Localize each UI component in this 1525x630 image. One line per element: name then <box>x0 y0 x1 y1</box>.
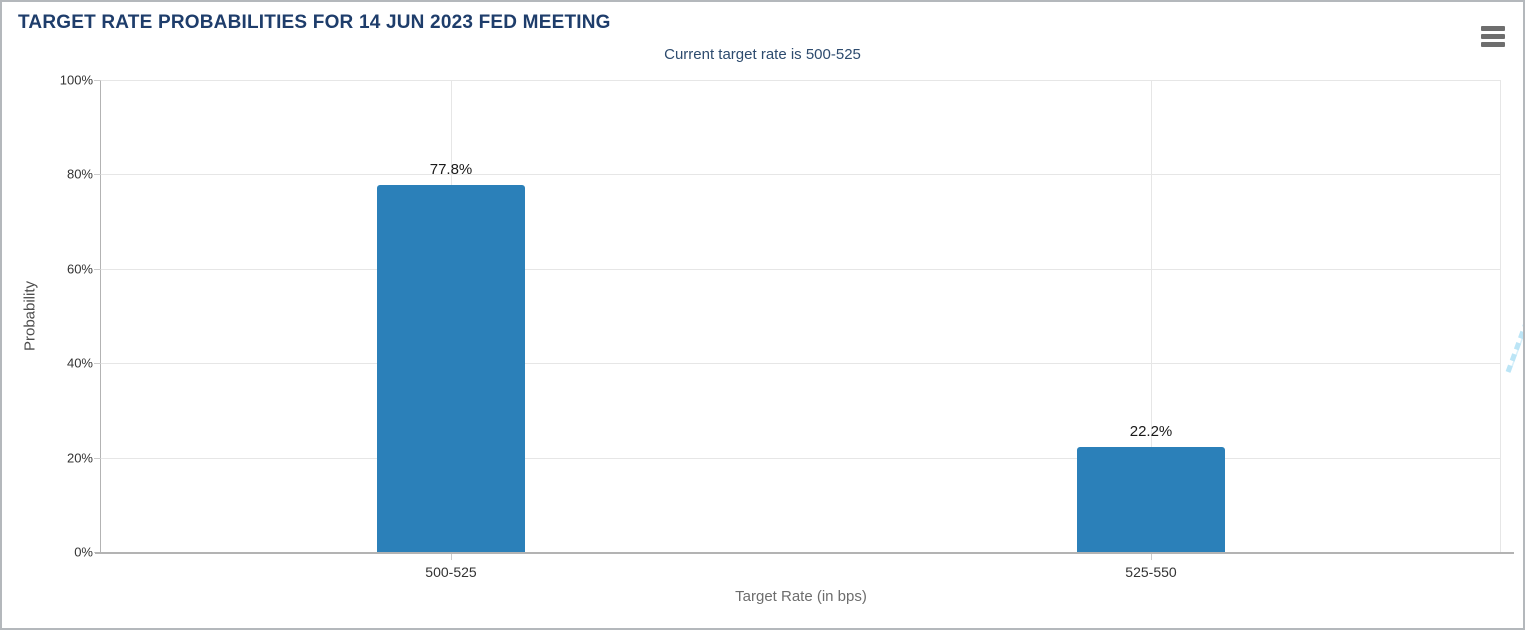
plot-right-border-line <box>1500 80 1501 552</box>
grid-line-horizontal <box>101 80 1501 81</box>
grid-line-horizontal <box>101 268 1501 270</box>
x-axis-category-label: 500-525 <box>425 564 477 580</box>
y-axis-title: Probability <box>21 280 39 352</box>
hamburger-icon <box>1481 41 1505 47</box>
grid-line-horizontal <box>101 174 1501 176</box>
y-axis-tick-mark <box>94 80 101 81</box>
probability-bar[interactable] <box>377 184 525 552</box>
x-axis-tick-mark <box>451 554 452 560</box>
x-axis-category-label: 525-550 <box>1125 564 1177 580</box>
probability-bar[interactable] <box>1077 447 1225 552</box>
grid-line-horizontal <box>101 363 1501 365</box>
x-axis-line <box>95 552 1514 554</box>
chart-context-menu-button[interactable] <box>1481 22 1507 50</box>
y-axis-tick-label: 100% <box>59 72 93 88</box>
y-axis-tick-mark <box>94 268 101 270</box>
hamburger-icon <box>1481 25 1505 31</box>
x-axis-title: Target Rate (in bps) <box>735 588 867 605</box>
chart-subtitle: Current target rate is 500-525 <box>664 46 861 63</box>
bar-value-label: 77.8% <box>429 160 473 178</box>
y-axis-tick-mark <box>94 363 101 365</box>
grid-line-vertical <box>1151 80 1152 552</box>
y-axis-tick-mark <box>94 174 101 176</box>
y-axis-tick-label: 20% <box>66 450 93 466</box>
y-axis-tick-label: 0% <box>74 544 93 560</box>
bar-value-label: 22.2% <box>1129 423 1173 441</box>
y-axis-tick-label: 80% <box>66 166 93 182</box>
y-axis-tick-label: 40% <box>66 355 93 371</box>
y-axis-tick-mark <box>94 457 101 459</box>
hamburger-icon <box>1481 33 1505 39</box>
y-axis-line <box>100 80 101 552</box>
plot-area: Q Target Rate (in bps) 0%20%40%60%80%100… <box>60 73 1523 605</box>
grid-line-horizontal <box>101 457 1501 459</box>
chart-title: TARGET RATE PROBABILITIES FOR 14 JUN 202… <box>18 12 611 33</box>
x-axis-tick-mark <box>1151 554 1152 560</box>
y-axis-tick-label: 60% <box>66 261 93 277</box>
